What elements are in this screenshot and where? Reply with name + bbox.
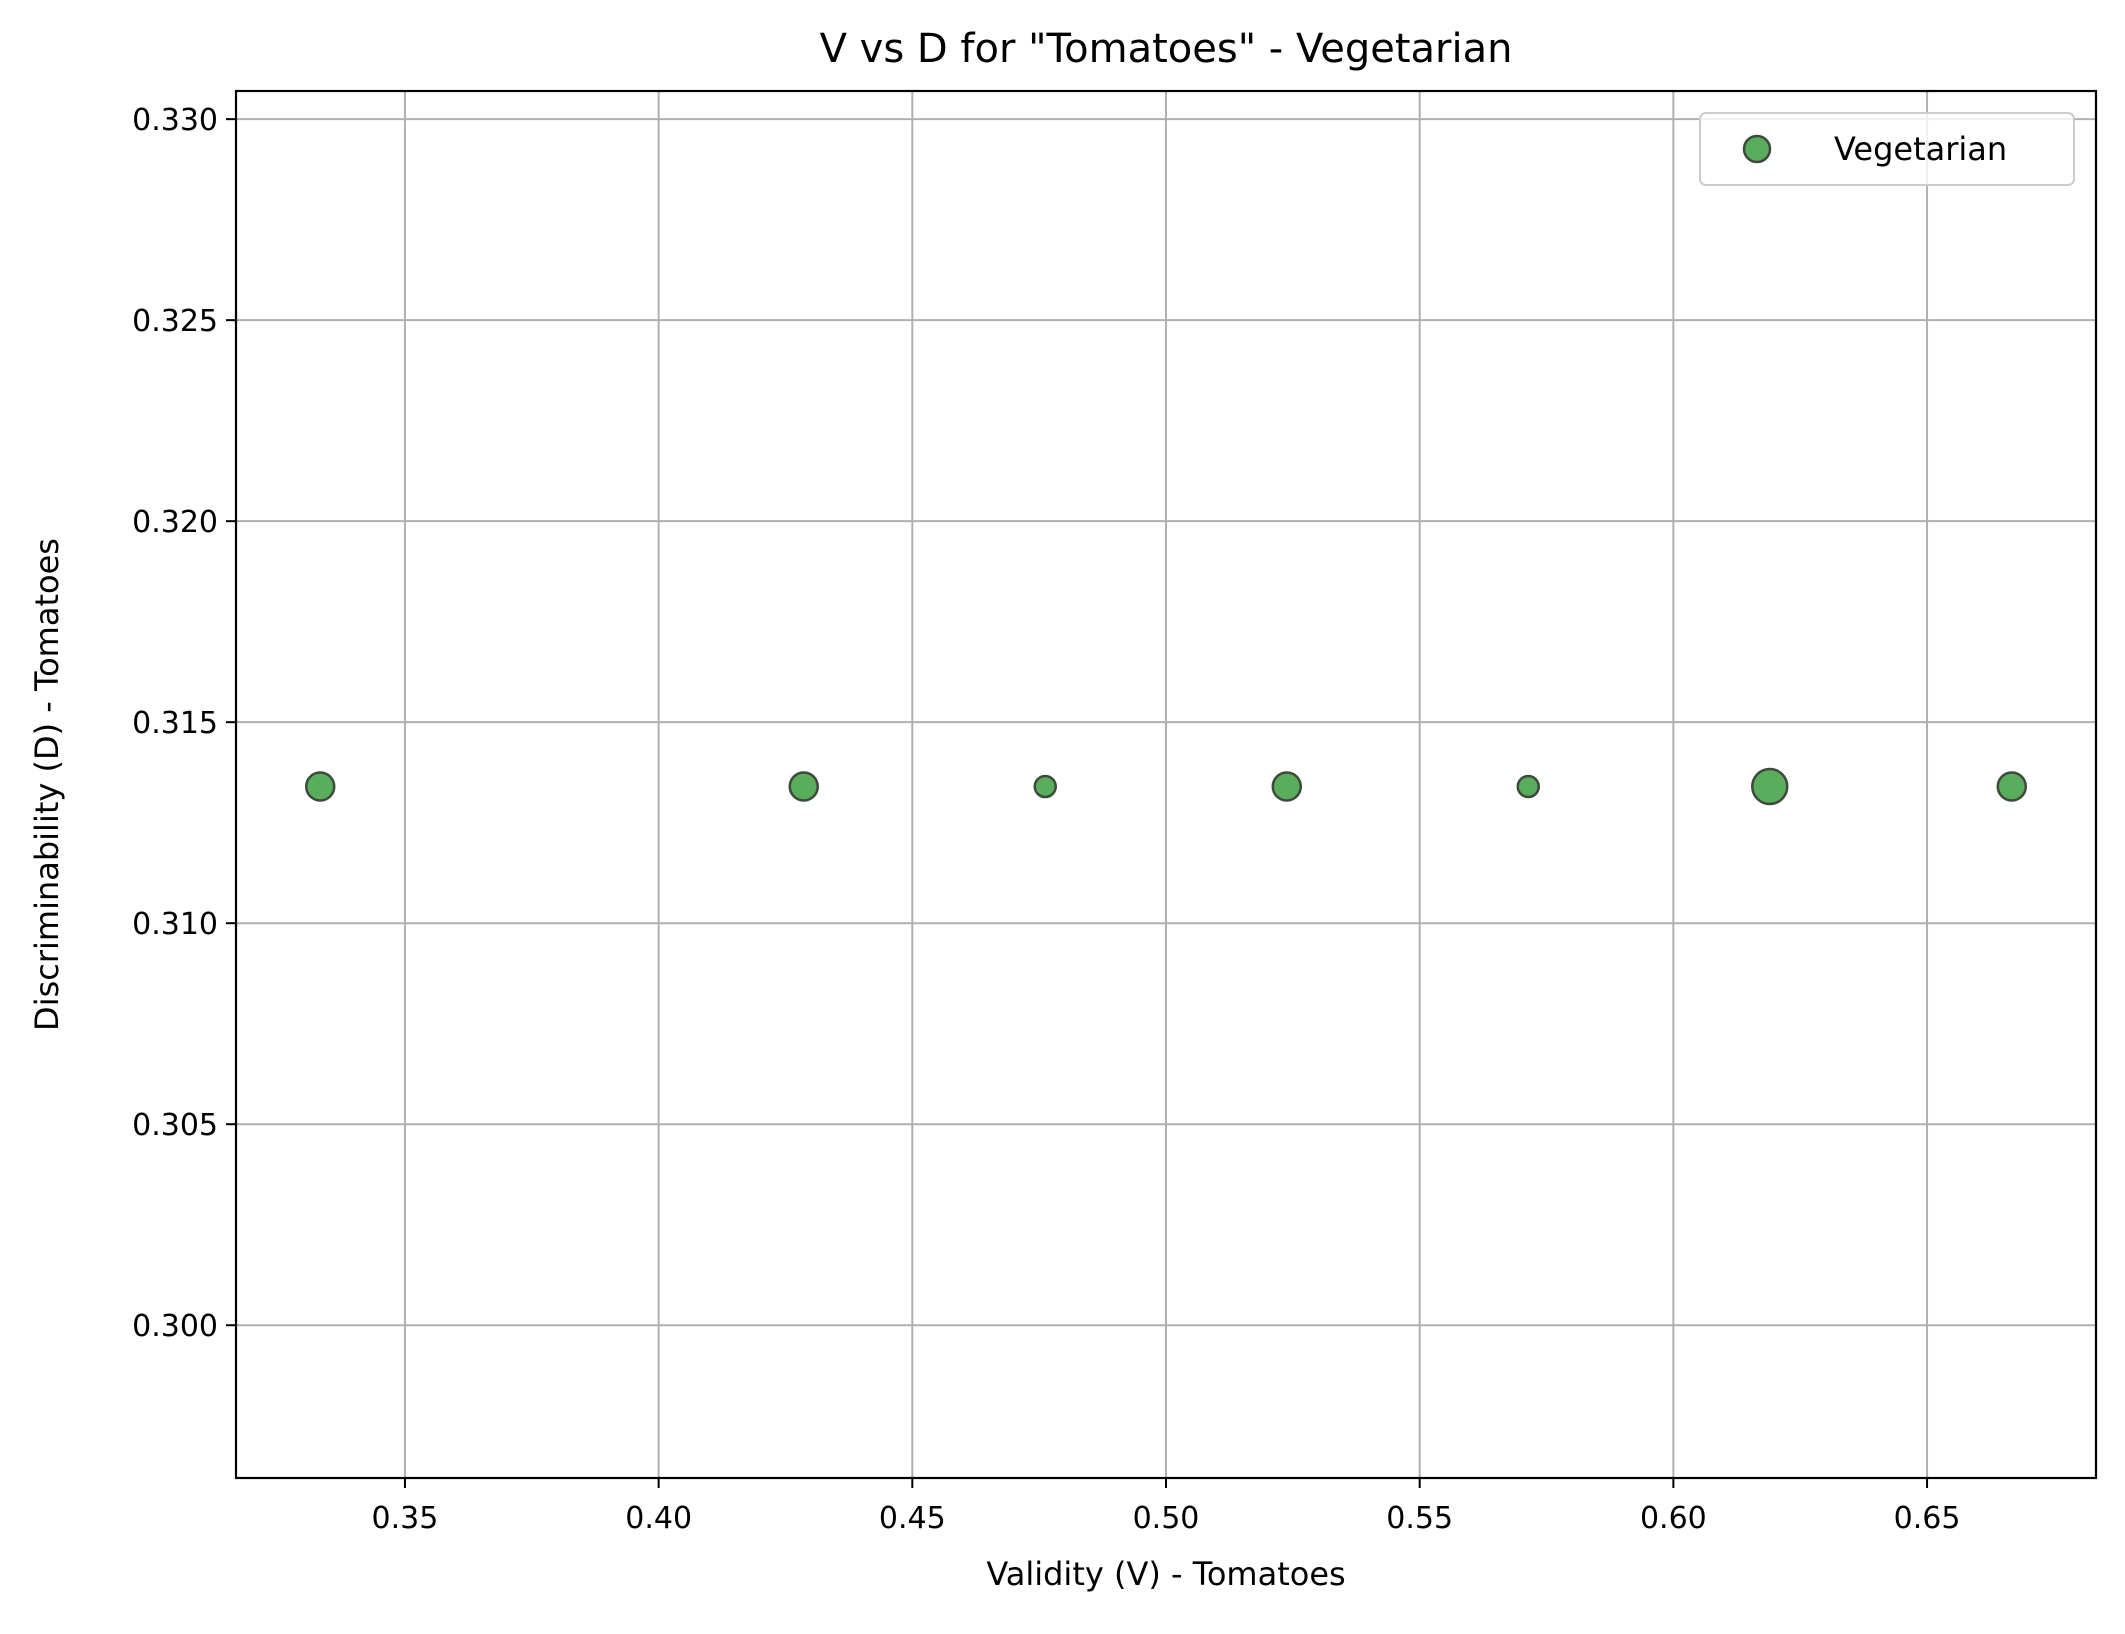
- x-axis-ticks: 0.35 0.40 0.45 0.50 0.55 0.60 0.65: [372, 1478, 1961, 1536]
- x-tick-label: 0.60: [1640, 1501, 1707, 1536]
- y-tick-label: 0.300: [132, 1309, 218, 1344]
- scatter-point: [304, 771, 336, 802]
- legend: Vegetarian: [1699, 112, 2075, 186]
- scatter-point: [1271, 771, 1303, 802]
- legend-box: [1699, 112, 2075, 186]
- y-tick-label: 0.305: [132, 1108, 218, 1143]
- y-axis-label: Discriminability (D) - Tomatoes: [28, 538, 66, 1031]
- y-axis-ticks: 0.300 0.305 0.310 0.315 0.320 0.325 0.330: [132, 103, 236, 1344]
- y-tick-label: 0.320: [132, 505, 218, 540]
- scatter-point: [1751, 767, 1789, 806]
- data-points: [304, 767, 2028, 806]
- legend-label-vegetarian: Vegetarian: [1834, 130, 2007, 168]
- y-tick-label: 0.315: [132, 706, 218, 741]
- y-tick-label: 0.330: [132, 103, 218, 138]
- legend-marker: [1742, 134, 1772, 164]
- x-tick-label: 0.35: [372, 1501, 439, 1536]
- scatter-point: [1516, 774, 1541, 799]
- scatter-point: [1996, 771, 2028, 802]
- x-tick-label: 0.40: [625, 1501, 692, 1536]
- x-tick-label: 0.45: [879, 1501, 946, 1536]
- chart-title: V vs D for "Tomatoes" - Vegetarian: [820, 26, 1513, 72]
- y-tick-label: 0.310: [132, 907, 218, 942]
- x-tick-label: 0.50: [1133, 1501, 1200, 1536]
- scatter-point: [1033, 774, 1057, 799]
- x-axis-label: Validity (V) - Tomatoes: [986, 1555, 1345, 1593]
- scatter-point: [788, 771, 819, 802]
- x-tick-label: 0.65: [1894, 1501, 1961, 1536]
- x-tick-label: 0.55: [1386, 1501, 1453, 1536]
- y-tick-label: 0.325: [132, 304, 218, 339]
